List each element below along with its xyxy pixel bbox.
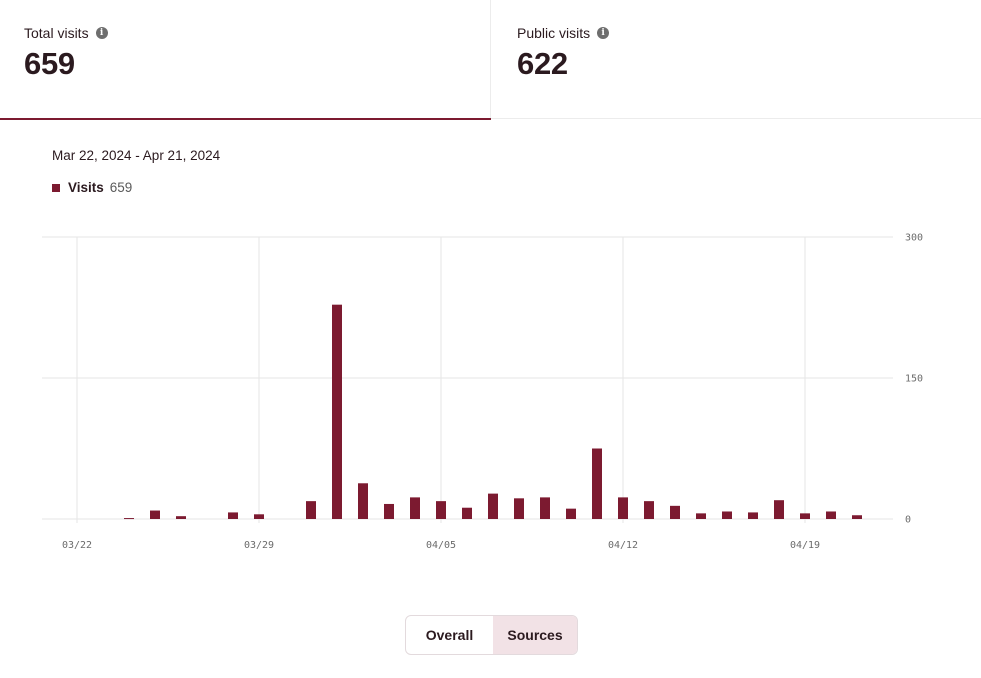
bar-day-6 [228, 512, 238, 519]
bar-day-27 [774, 500, 784, 519]
bar-day-14 [436, 501, 446, 519]
bar-day-3 [150, 510, 160, 519]
bar-day-30 [852, 515, 862, 519]
x-tick-label: 04/19 [790, 540, 820, 551]
total-visits-value: 659 [24, 46, 75, 81]
sources-button[interactable]: Sources [493, 616, 577, 654]
tab-public-visits[interactable]: Public visits i 622 [491, 0, 981, 119]
bar-day-21 [618, 497, 628, 519]
public-visits-label: Public visits [517, 25, 591, 41]
x-tick-label: 04/12 [608, 540, 638, 551]
x-tick-label: 03/22 [62, 540, 92, 551]
bar-day-2 [124, 518, 134, 520]
total-visits-label: Total visits [24, 25, 89, 41]
visits-bar-chart: 0 150 300 03/22 03/29 04/05 04/12 04/19 [42, 233, 923, 551]
stat-tabs: Total visits i 659 Public visits i 622 [0, 0, 981, 120]
bar-day-26 [748, 512, 758, 519]
chart-legend: Visits 659 [52, 180, 132, 195]
legend-series-name: Visits [68, 180, 104, 195]
info-icon[interactable]: i [95, 27, 108, 39]
bar-day-10 [332, 304, 342, 519]
bar-day-29 [826, 511, 836, 519]
bar-day-13 [410, 497, 420, 519]
y-tick-label: 0 [905, 515, 911, 526]
bar-day-16 [488, 493, 498, 519]
bar-day-25 [722, 511, 732, 519]
bar-day-19 [566, 508, 576, 519]
total-visits-label-row: Total visits i [24, 24, 108, 42]
legend-swatch [52, 183, 60, 192]
public-visits-label-row: Public visits i [517, 24, 610, 42]
bar-day-11 [358, 483, 368, 519]
tab-total-visits[interactable]: Total visits i 659 [0, 0, 491, 120]
x-tick-label: 04/05 [426, 540, 456, 551]
bar-day-22 [644, 501, 654, 519]
info-icon[interactable]: i [597, 27, 610, 39]
bar-day-15 [462, 507, 472, 519]
y-tick-label: 300 [905, 233, 923, 244]
date-range: Mar 22, 2024 - Apr 21, 2024 [52, 148, 221, 163]
bar-day-7 [254, 514, 264, 519]
bar-day-24 [696, 513, 706, 519]
bar-day-17 [514, 498, 524, 519]
public-visits-value: 622 [517, 46, 568, 81]
bar-day-4 [176, 516, 186, 519]
y-tick-label: 150 [905, 374, 923, 385]
overall-button[interactable]: Overall [406, 616, 493, 654]
bar-day-28 [800, 513, 810, 519]
view-toggle: Overall Sources [405, 615, 578, 655]
legend-series-value: 659 [109, 180, 133, 195]
bar-day-9 [306, 501, 316, 519]
bar-day-12 [384, 503, 394, 519]
bar-day-23 [670, 505, 680, 519]
bar-day-20 [592, 448, 602, 519]
bar-day-18 [540, 497, 550, 519]
x-tick-label: 03/29 [244, 540, 274, 551]
